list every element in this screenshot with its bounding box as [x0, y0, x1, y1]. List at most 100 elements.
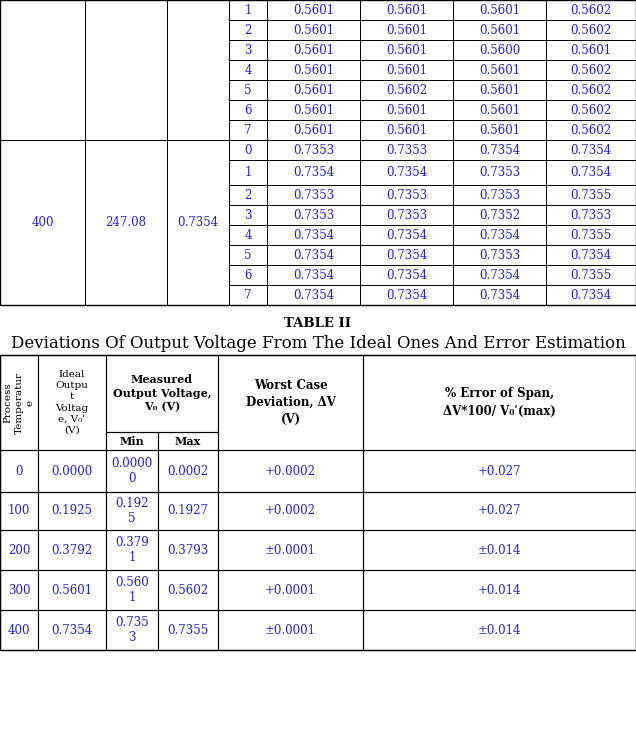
Bar	[453, 265, 546, 285]
Text: 0.5601: 0.5601	[386, 4, 427, 16]
Text: 400: 400	[31, 216, 54, 229]
Bar	[453, 20, 546, 40]
Text: Process
Temperatur
e: Process Temperatur e	[3, 371, 34, 433]
Bar	[267, 245, 360, 265]
Text: 0.7355: 0.7355	[570, 268, 612, 282]
Bar	[229, 245, 267, 265]
Text: 0.7354: 0.7354	[386, 288, 427, 301]
Text: 1: 1	[244, 4, 252, 16]
Bar	[85, 0, 167, 140]
Text: 0.5601: 0.5601	[293, 83, 334, 97]
Text: 0.5601: 0.5601	[386, 124, 427, 136]
Bar	[267, 60, 360, 80]
Text: 0.7354: 0.7354	[177, 216, 219, 229]
Text: 0.1927: 0.1927	[167, 505, 209, 517]
Text: % Error of Span,
ΔV*100/ V₀ʹ(max): % Error of Span, ΔV*100/ V₀ʹ(max)	[443, 387, 556, 418]
Text: 0.5601: 0.5601	[293, 63, 334, 77]
Text: 7: 7	[244, 124, 252, 136]
Text: 0.7354: 0.7354	[570, 248, 612, 262]
Text: 0.7354: 0.7354	[479, 268, 520, 282]
Text: 0.5601: 0.5601	[479, 83, 520, 97]
Text: Worst Case
Deviation, ΔV
(V): Worst Case Deviation, ΔV (V)	[245, 379, 335, 426]
Bar	[363, 530, 636, 570]
Text: 0.7354: 0.7354	[570, 144, 612, 156]
Bar	[38, 530, 106, 570]
Text: 0.7353: 0.7353	[570, 209, 612, 222]
Bar	[229, 40, 267, 60]
Bar	[229, 265, 267, 285]
Bar	[0, 492, 38, 530]
Bar	[360, 160, 453, 185]
Text: 7: 7	[244, 288, 252, 301]
Bar	[363, 492, 636, 530]
Bar	[453, 40, 546, 60]
Text: 0.5601: 0.5601	[386, 103, 427, 116]
Text: 247.08: 247.08	[106, 216, 146, 229]
Text: 0.7354: 0.7354	[479, 228, 520, 242]
Bar	[0, 140, 85, 305]
Bar	[267, 225, 360, 245]
Text: 0.3792: 0.3792	[52, 543, 93, 556]
Bar	[267, 160, 360, 185]
Text: 2: 2	[244, 189, 252, 201]
Bar	[106, 432, 158, 450]
Text: 0.5602: 0.5602	[570, 124, 612, 136]
Text: ±0.014: ±0.014	[478, 543, 522, 556]
Bar	[167, 140, 229, 305]
Bar	[546, 205, 636, 225]
Bar	[158, 610, 218, 650]
Text: 0.7354: 0.7354	[570, 166, 612, 179]
Text: 0.7354: 0.7354	[293, 288, 334, 301]
Text: 0.7352: 0.7352	[479, 209, 520, 222]
Text: ±0.0001: ±0.0001	[265, 624, 316, 637]
Text: 0.7354: 0.7354	[293, 248, 334, 262]
Bar	[453, 160, 546, 185]
Bar	[106, 570, 158, 610]
Bar	[360, 60, 453, 80]
Bar	[546, 120, 636, 140]
Text: 0.5601: 0.5601	[479, 103, 520, 116]
Bar	[158, 492, 218, 530]
Bar	[453, 140, 546, 160]
Bar	[229, 225, 267, 245]
Text: 0.5602: 0.5602	[570, 83, 612, 97]
Bar	[218, 570, 363, 610]
Bar	[218, 610, 363, 650]
Text: 3: 3	[244, 209, 252, 222]
Text: 0.7353: 0.7353	[386, 209, 427, 222]
Text: 5: 5	[244, 248, 252, 262]
Text: +0.0002: +0.0002	[265, 464, 316, 478]
Bar	[0, 355, 38, 450]
Text: 0.7355: 0.7355	[570, 189, 612, 201]
Text: 0.7354: 0.7354	[386, 248, 427, 262]
Text: 0.5601: 0.5601	[52, 584, 93, 596]
Text: 0.5601: 0.5601	[386, 24, 427, 37]
Bar	[453, 120, 546, 140]
Bar	[360, 20, 453, 40]
Text: 0.5601: 0.5601	[570, 43, 612, 57]
Text: 0.7353: 0.7353	[293, 209, 334, 222]
Bar	[453, 205, 546, 225]
Bar	[546, 160, 636, 185]
Bar	[229, 100, 267, 120]
Bar	[546, 0, 636, 20]
Bar	[106, 492, 158, 530]
Bar	[453, 60, 546, 80]
Text: 0.7353: 0.7353	[479, 166, 520, 179]
Bar	[546, 225, 636, 245]
Text: 6: 6	[244, 268, 252, 282]
Text: 0.7353: 0.7353	[479, 248, 520, 262]
Bar	[546, 140, 636, 160]
Bar	[229, 285, 267, 305]
Bar	[158, 530, 218, 570]
Bar	[158, 450, 218, 492]
Text: +0.027: +0.027	[478, 464, 522, 478]
Text: TABLE II: TABLE II	[284, 316, 352, 329]
Text: 0.735
3: 0.735 3	[115, 616, 149, 644]
Bar	[363, 610, 636, 650]
Text: 0.7354: 0.7354	[570, 288, 612, 301]
Bar	[360, 80, 453, 100]
Bar	[453, 100, 546, 120]
Bar	[106, 530, 158, 570]
Bar	[360, 285, 453, 305]
